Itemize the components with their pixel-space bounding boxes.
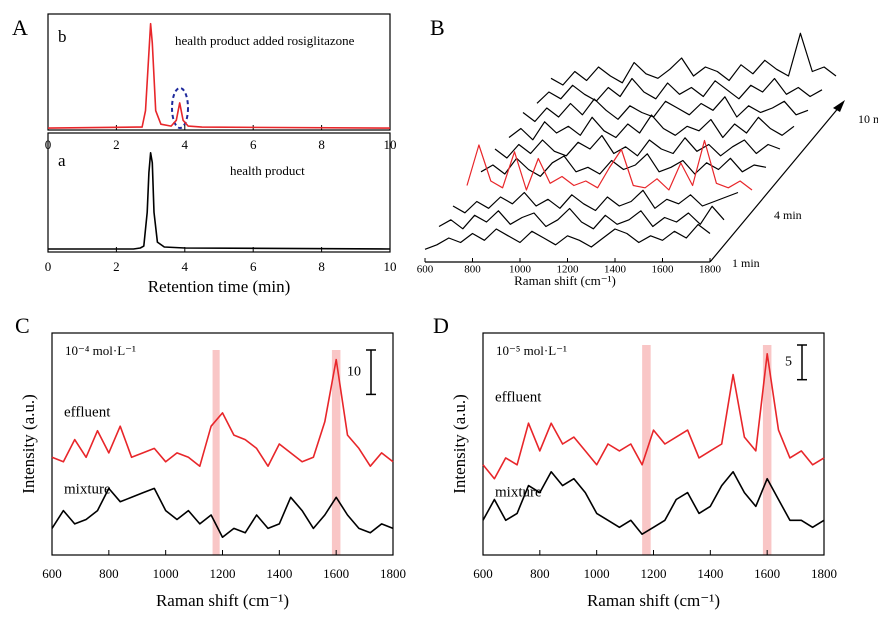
series-label: effluent: [495, 389, 542, 405]
x-axis-title: Raman shift (cm⁻¹): [514, 273, 616, 288]
panel-label: A: [12, 15, 28, 40]
spectrum-trace: [536, 77, 823, 104]
x-tick-label: 800: [530, 566, 550, 581]
x-tick-label: 1600: [652, 264, 675, 276]
x-tick-label: 800: [99, 566, 119, 581]
x-tick-label: 1200: [557, 264, 580, 276]
x-tick-label: 1800: [699, 264, 722, 276]
spectrum-trace: [480, 153, 767, 177]
chromatogram-line: [47, 22, 391, 129]
series-label: mixture: [495, 484, 542, 500]
y-axis-title: Intensity (a.u.): [450, 394, 469, 494]
spectrum-trace: [452, 189, 739, 214]
spectrum-trace: [494, 134, 781, 159]
x-tick-label: 4: [182, 259, 189, 274]
x-tick-label: 1800: [811, 566, 837, 581]
plot-frame: [51, 332, 394, 556]
x-tick-label: 8: [318, 137, 325, 152]
x-tick-label: 2: [113, 259, 120, 274]
depth-arrow: [833, 100, 845, 112]
panel-label: B: [430, 15, 445, 40]
highlight-band: [212, 350, 220, 555]
plot-frame: [47, 13, 391, 131]
time-label: 4 min: [774, 208, 802, 222]
highlight-band: [331, 350, 341, 555]
x-tick-label: 1400: [697, 566, 723, 581]
trace-label: a: [58, 151, 66, 170]
plot-frame: [482, 332, 825, 556]
x-tick-label: 1400: [266, 566, 292, 581]
x-axis-title: Retention time (min): [148, 277, 291, 296]
panel-label: C: [15, 313, 30, 338]
y-axis-title: Intensity (a.u.): [19, 394, 38, 494]
spectrum-trace: [438, 205, 725, 230]
scale-label: 10: [347, 364, 361, 379]
spectrum-trace: [424, 223, 711, 250]
spectrum-trace: [522, 96, 809, 123]
x-tick-label: 1400: [604, 264, 627, 276]
spectrum-line: [51, 358, 394, 467]
x-tick-label: 6: [250, 259, 257, 274]
time-label: 10 min: [858, 112, 878, 126]
concentration-label: 10⁻⁴ mol·L⁻¹: [65, 343, 136, 358]
x-tick-label: 1000: [153, 566, 179, 581]
x-tick-label: 0: [45, 259, 52, 274]
x-tick-label: 2: [113, 137, 120, 152]
spectrum-line: [482, 353, 825, 480]
x-tick-label: 1600: [754, 566, 780, 581]
peak-highlight: [171, 87, 189, 129]
concentration-label: 10⁻⁵ mol·L⁻¹: [496, 343, 567, 358]
x-tick-label: 1200: [210, 566, 236, 581]
spectrum-trace: [508, 114, 795, 141]
time-label: 1 min: [732, 256, 760, 270]
spectrum-line: [51, 487, 394, 538]
x-tick-label: 800: [464, 264, 481, 276]
trace-annotation: health product: [230, 163, 305, 178]
panel-label: D: [433, 313, 449, 338]
trace-annotation: health product added rosiglitazone: [175, 33, 355, 48]
series-label: effluent: [64, 404, 111, 420]
plot-frame: [47, 132, 391, 253]
trace-label: b: [58, 27, 67, 46]
x-tick-label: 600: [42, 566, 62, 581]
spectrum-trace: [550, 32, 837, 86]
x-tick-label: 8: [318, 259, 325, 274]
x-axis-title: Raman shift (cm⁻¹): [587, 591, 720, 610]
x-tick-label: 10: [384, 259, 397, 274]
x-tick-label: 1800: [380, 566, 406, 581]
x-tick-label: 1000: [509, 264, 532, 276]
x-tick-label: 600: [417, 264, 434, 276]
x-tick-label: 1000: [584, 566, 610, 581]
depth-axis: [709, 105, 841, 263]
x-tick-label: 6: [250, 137, 257, 152]
x-tick-label: 4: [182, 137, 189, 152]
scale-label: 5: [785, 355, 792, 370]
spectrum-line: [482, 471, 825, 535]
chromatogram-line: [48, 152, 391, 250]
spectrum-trace: [466, 139, 753, 191]
series-label: mixture: [64, 481, 111, 497]
x-tick-label: 1600: [323, 566, 349, 581]
highlight-band: [762, 345, 772, 555]
x-axis-title: Raman shift (cm⁻¹): [156, 591, 289, 610]
x-tick-label: 1200: [641, 566, 667, 581]
x-tick-label: 600: [473, 566, 493, 581]
